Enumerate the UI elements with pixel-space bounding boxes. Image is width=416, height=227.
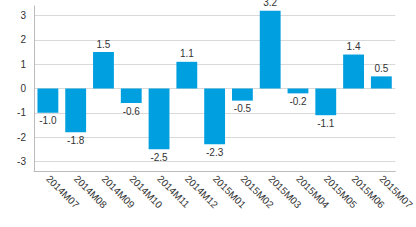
svg-text:-1.0: -1.0 <box>39 115 57 126</box>
svg-text:2015M01: 2015M01 <box>210 173 248 211</box>
svg-text:1.5: 1.5 <box>97 39 111 50</box>
svg-text:2015M04: 2015M04 <box>294 173 332 211</box>
svg-text:1.1: 1.1 <box>180 48 194 59</box>
svg-text:2014M07: 2014M07 <box>44 173 82 211</box>
svg-text:2014M11: 2014M11 <box>155 173 192 210</box>
svg-text:2015M05: 2015M05 <box>321 173 360 211</box>
svg-text:-1.8: -1.8 <box>67 135 85 146</box>
svg-text:2015M06: 2015M06 <box>349 173 387 211</box>
svg-text:-2.3: -2.3 <box>206 147 224 158</box>
svg-text:3.2: 3.2 <box>263 0 277 8</box>
svg-text:-3: -3 <box>17 156 26 167</box>
svg-text:3: 3 <box>20 10 26 21</box>
svg-text:2015M03: 2015M03 <box>266 173 304 211</box>
svg-text:2015M02: 2015M02 <box>238 173 276 211</box>
svg-text:0.5: 0.5 <box>374 63 388 74</box>
svg-text:-0.6: -0.6 <box>123 106 141 117</box>
svg-text:2014M10: 2014M10 <box>127 173 165 211</box>
svg-text:-0.2: -0.2 <box>289 96 307 107</box>
svg-text:-1.1: -1.1 <box>317 118 335 129</box>
svg-text:-1: -1 <box>17 107 26 118</box>
svg-text:2014M08: 2014M08 <box>71 173 109 211</box>
svg-text:0: 0 <box>20 83 26 94</box>
svg-text:1: 1 <box>20 59 26 70</box>
svg-text:2014M12: 2014M12 <box>182 173 221 211</box>
svg-text:-2.5: -2.5 <box>150 152 168 163</box>
svg-text:2014M09: 2014M09 <box>99 173 137 211</box>
svg-text:2015M07: 2015M07 <box>377 173 415 211</box>
svg-text:1.4: 1.4 <box>347 41 361 52</box>
svg-text:-0.5: -0.5 <box>234 103 252 114</box>
svg-text:2: 2 <box>20 34 26 45</box>
svg-text:-2: -2 <box>17 132 26 143</box>
